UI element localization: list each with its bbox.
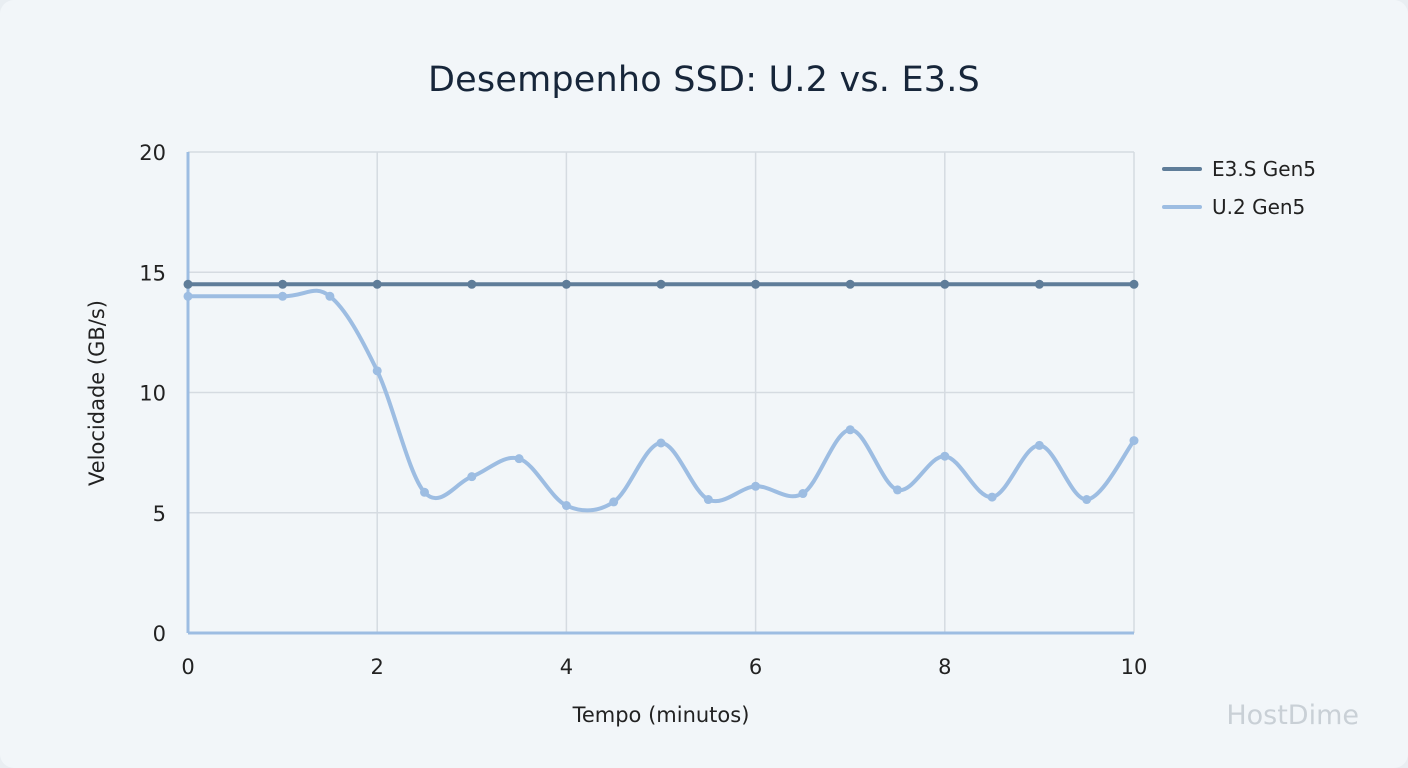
data-point[interactable] xyxy=(656,279,666,289)
y-axis-ticks: 0 5 10 15 20 xyxy=(139,141,166,646)
x-tick-label: 10 xyxy=(1121,655,1148,679)
y-tick-label: 10 xyxy=(139,382,166,406)
legend: E3.S Gen5 U.2 Gen5 xyxy=(1162,150,1316,226)
data-point[interactable] xyxy=(845,425,855,435)
x-tick-label: 4 xyxy=(560,655,573,679)
y-axis-label: Velocidade (GB/s) xyxy=(85,300,109,486)
x-tick-label: 8 xyxy=(938,655,951,679)
data-point[interactable] xyxy=(1129,279,1139,289)
data-point[interactable] xyxy=(372,366,382,376)
data-point[interactable] xyxy=(514,454,524,464)
data-point[interactable] xyxy=(656,438,666,448)
legend-swatch-e3s xyxy=(1162,167,1202,171)
data-point[interactable] xyxy=(467,279,477,289)
x-tick-label: 6 xyxy=(749,655,762,679)
series-line xyxy=(186,288,1136,513)
series-u2 xyxy=(183,288,1139,513)
x-tick-label: 2 xyxy=(371,655,384,679)
data-point[interactable] xyxy=(561,501,571,511)
data-point[interactable] xyxy=(278,279,288,289)
legend-item-e3s[interactable]: E3.S Gen5 xyxy=(1162,150,1316,188)
data-point[interactable] xyxy=(278,291,288,301)
data-point[interactable] xyxy=(703,495,713,505)
y-tick-label: 15 xyxy=(139,261,166,285)
data-point[interactable] xyxy=(372,279,382,289)
legend-swatch-u2 xyxy=(1162,205,1202,209)
x-tick-label: 0 xyxy=(181,655,194,679)
data-point[interactable] xyxy=(1034,440,1044,450)
data-point[interactable] xyxy=(751,481,761,491)
data-point[interactable] xyxy=(183,279,193,289)
chart-title: Desempenho SSD: U.2 vs. E3.S xyxy=(428,60,980,100)
watermark-logo: HostDime xyxy=(1226,700,1359,731)
x-axis-ticks: 0 2 4 6 8 10 xyxy=(181,655,1147,679)
legend-label: E3.S Gen5 xyxy=(1212,157,1316,181)
data-point[interactable] xyxy=(1082,495,1092,505)
data-point[interactable] xyxy=(1034,279,1044,289)
data-point[interactable] xyxy=(183,291,193,301)
data-point[interactable] xyxy=(751,279,761,289)
data-point[interactable] xyxy=(940,279,950,289)
series-e3s xyxy=(183,279,1139,289)
data-point[interactable] xyxy=(420,487,429,497)
data-series xyxy=(183,279,1139,513)
axes xyxy=(186,152,1134,635)
y-tick-label: 5 xyxy=(153,502,166,526)
legend-label: U.2 Gen5 xyxy=(1212,195,1306,219)
data-point[interactable] xyxy=(893,485,902,495)
data-point[interactable] xyxy=(1129,436,1139,446)
data-point[interactable] xyxy=(987,492,997,502)
y-tick-label: 20 xyxy=(139,141,166,165)
data-point[interactable] xyxy=(845,279,855,289)
data-point[interactable] xyxy=(325,291,335,301)
data-point[interactable] xyxy=(609,497,619,507)
legend-item-u2[interactable]: U.2 Gen5 xyxy=(1162,188,1316,226)
data-point[interactable] xyxy=(467,472,477,482)
data-point[interactable] xyxy=(798,489,808,499)
y-tick-label: 0 xyxy=(153,622,166,646)
data-point[interactable] xyxy=(561,279,571,289)
data-point[interactable] xyxy=(940,451,950,461)
grid-lines xyxy=(187,151,1135,634)
x-axis-label: Tempo (minutos) xyxy=(572,703,750,727)
